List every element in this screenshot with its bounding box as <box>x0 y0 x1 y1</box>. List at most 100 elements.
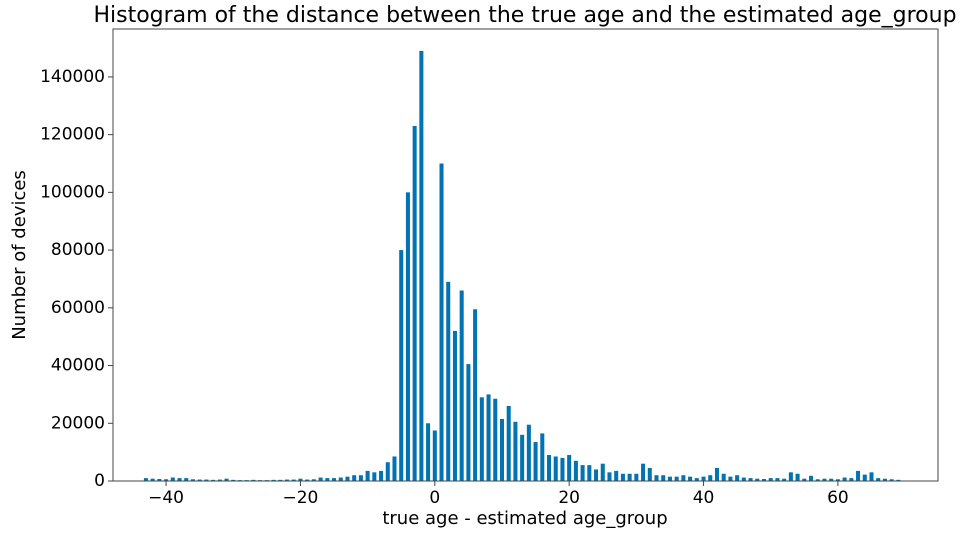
bar <box>688 476 693 481</box>
bar <box>728 476 733 481</box>
bar <box>412 125 417 482</box>
y-tick-label: 140000 <box>40 67 105 87</box>
bar <box>546 455 552 481</box>
bar <box>177 478 182 481</box>
bar <box>311 479 316 481</box>
y-tick-label: 20000 <box>51 413 105 433</box>
bar <box>164 479 169 481</box>
bar <box>862 474 867 481</box>
bar <box>775 478 780 481</box>
bar <box>493 398 498 481</box>
bar <box>520 434 525 481</box>
bar <box>768 478 773 481</box>
y-tick-label: 60000 <box>51 298 105 318</box>
bar <box>835 479 840 481</box>
bar <box>755 478 760 481</box>
bar <box>896 479 901 481</box>
bar <box>325 478 330 481</box>
bar <box>271 479 276 481</box>
bar <box>473 309 478 481</box>
bar <box>379 470 384 481</box>
bar <box>661 475 666 481</box>
x-tick-label: −40 <box>148 488 184 508</box>
bar <box>587 465 592 481</box>
bar <box>170 477 175 481</box>
bar <box>889 479 894 481</box>
bar <box>761 478 767 481</box>
bar <box>526 424 531 481</box>
plot-frame <box>112 28 939 482</box>
bar <box>641 463 646 481</box>
bar <box>426 423 431 481</box>
bar <box>150 478 155 481</box>
bar <box>405 192 410 482</box>
bar <box>459 290 464 481</box>
y-tick-label: 40000 <box>51 356 105 376</box>
bar <box>479 397 484 481</box>
bar <box>439 163 444 482</box>
bar <box>701 476 706 481</box>
bar <box>217 479 222 481</box>
bar <box>815 479 820 481</box>
bar <box>513 421 518 481</box>
chart-title: Histogram of the distance between the tr… <box>93 3 956 28</box>
bar <box>318 477 323 481</box>
bar <box>667 476 672 481</box>
bar <box>721 473 726 481</box>
bar <box>197 479 202 481</box>
bar <box>352 475 357 481</box>
bar <box>674 476 679 481</box>
bar <box>540 433 545 481</box>
bar <box>284 479 290 481</box>
x-tick-label: 0 <box>429 488 440 508</box>
bar <box>614 470 619 481</box>
x-tick-label: 40 <box>693 488 715 508</box>
bar <box>338 477 343 481</box>
bar <box>620 473 625 481</box>
bar <box>876 478 881 481</box>
bar <box>607 472 612 481</box>
bar <box>399 250 404 481</box>
bar <box>358 475 363 481</box>
y-axis-label: Number of devices <box>9 170 30 340</box>
bar <box>600 463 605 481</box>
bar <box>157 478 162 481</box>
bar <box>856 470 861 481</box>
bar <box>345 476 350 481</box>
bar <box>231 479 236 481</box>
bar <box>869 472 874 481</box>
bar <box>849 478 854 481</box>
bar <box>190 479 195 481</box>
bar <box>822 478 827 481</box>
bar <box>809 475 814 481</box>
bar <box>714 468 719 481</box>
bar <box>782 478 787 481</box>
bar <box>506 405 511 481</box>
bar <box>708 475 713 481</box>
bar <box>446 281 451 481</box>
bar <box>184 478 189 481</box>
bar <box>385 462 390 481</box>
bar <box>627 473 632 481</box>
bar <box>499 418 505 481</box>
bar <box>829 478 834 481</box>
bar <box>788 472 793 481</box>
bar <box>466 364 471 481</box>
bar <box>143 478 148 481</box>
bar <box>560 457 565 481</box>
bar <box>634 473 639 481</box>
x-tick-label: −20 <box>282 488 318 508</box>
bar <box>211 479 216 481</box>
bar <box>278 479 283 481</box>
bar <box>594 469 599 481</box>
bar <box>305 479 310 481</box>
bar <box>573 460 578 481</box>
bar <box>694 478 699 481</box>
bar <box>372 472 377 481</box>
x-axis-label: true age - estimated age_group <box>382 508 667 529</box>
y-tick-label: 80000 <box>51 240 105 260</box>
bar <box>251 479 256 481</box>
bar <box>332 478 337 481</box>
bar <box>654 475 659 481</box>
